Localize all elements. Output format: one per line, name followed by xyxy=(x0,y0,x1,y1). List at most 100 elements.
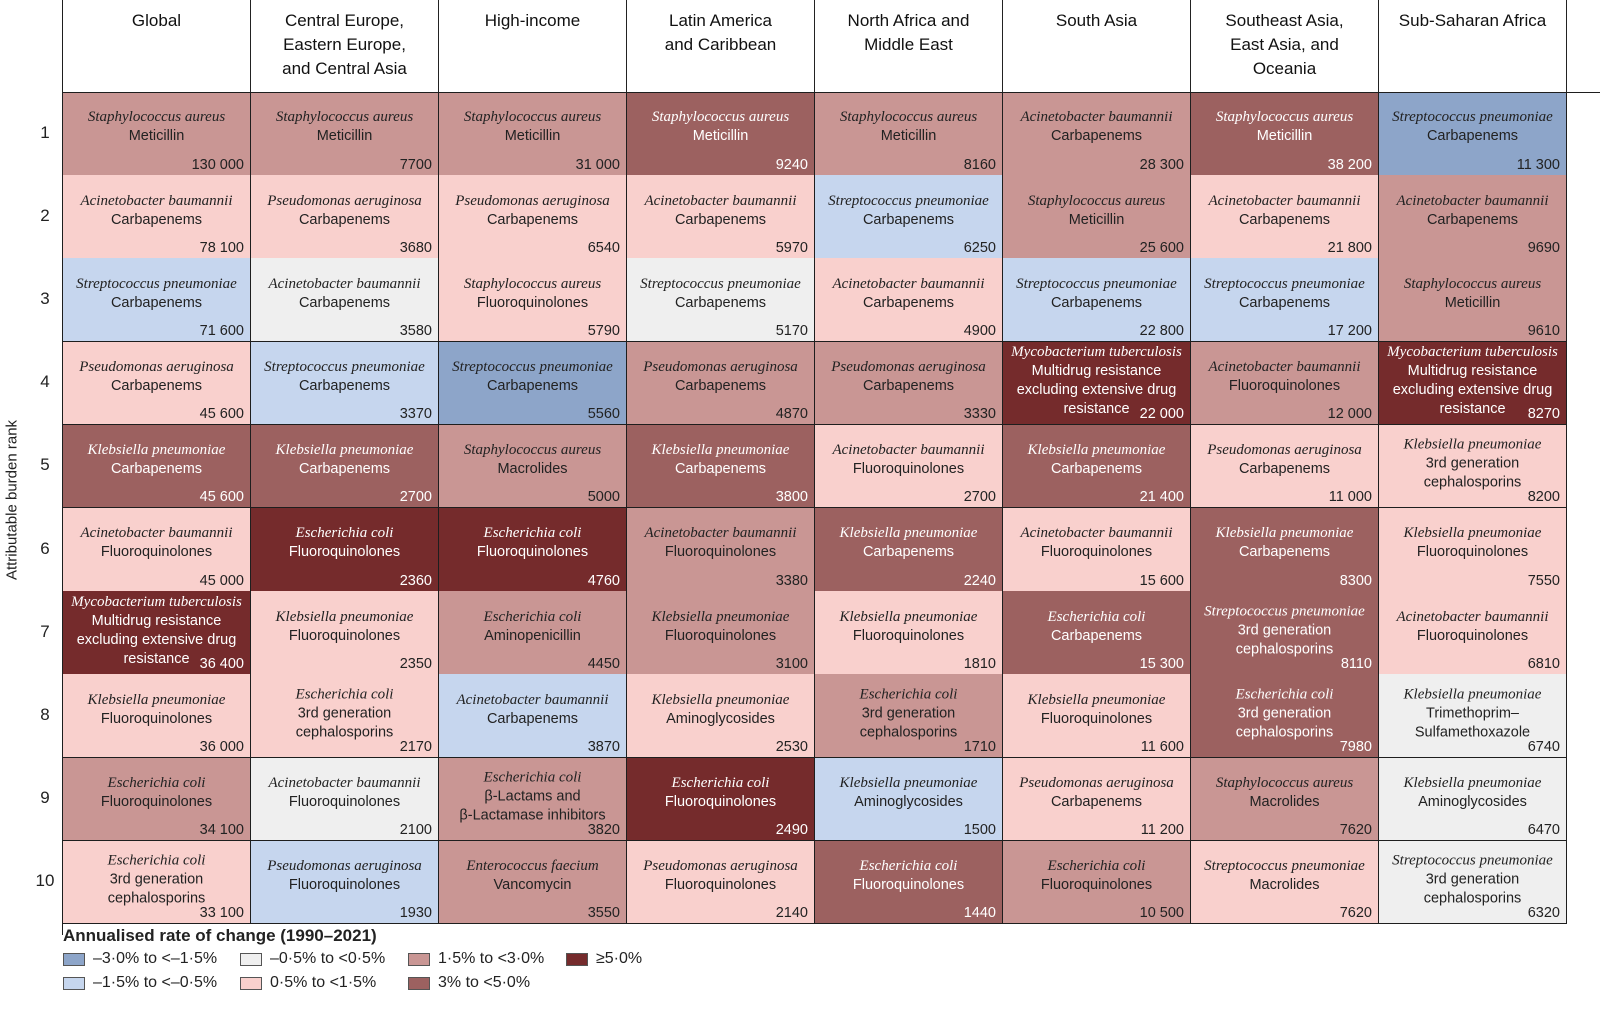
burden-value: 45 000 xyxy=(199,572,244,589)
drug-name: Carbapenems xyxy=(110,377,203,394)
burden-value: 22 800 xyxy=(1139,323,1184,340)
table-cell: Pseudomonas aeruginosa Carbapenems 11 000 xyxy=(1191,424,1379,509)
table-cell: Klebsiella pneumoniae Aminoglycosides 6470 xyxy=(1379,757,1567,842)
drug-name: Fluoroquinolones xyxy=(288,627,401,644)
organism-name: Acinetobacter baumannii xyxy=(80,525,233,542)
organism-name: Staphylococcus aureus xyxy=(463,275,602,292)
burden-value: 4760 xyxy=(587,572,620,589)
organism-name: Pseudomonas aeruginosa xyxy=(643,858,798,875)
table-cell: Escherichia coli Fluoroquinolones 2360 xyxy=(251,508,439,592)
burden-value: 1810 xyxy=(963,655,996,672)
table-cell: Pseudomonas aeruginosa Fluoroquinolones 19… xyxy=(251,840,439,925)
organism-name: Streptococcus pneumoniae xyxy=(1204,858,1365,875)
organism-name: Staphylococcus aureus xyxy=(87,109,226,126)
organism-name: Klebsiella pneumoniae xyxy=(651,691,790,708)
burden-value: 7620 xyxy=(1339,822,1372,839)
drug-name: Meticillin xyxy=(1068,211,1125,228)
organism-name: Acinetobacter baumannii xyxy=(644,525,797,542)
column-header: South Asia xyxy=(1003,0,1191,92)
table-cell: Acinetobacter baumannii Carbapenems 5970 xyxy=(627,175,815,259)
burden-value: 4870 xyxy=(775,406,808,423)
table-cell: Klebsiella pneumoniae Fluoroquinolones 235… xyxy=(251,591,439,675)
drug-name: resistance xyxy=(123,650,190,667)
organism-name: Acinetobacter baumannii xyxy=(1020,525,1173,542)
organism-name: Klebsiella pneumoniae xyxy=(1403,686,1542,703)
drug-name: Meticillin xyxy=(1444,294,1501,311)
table-cell: Streptococcus pneumoniae Carbapenems 22 80… xyxy=(1003,258,1191,343)
organism-name: Escherichia coli xyxy=(483,525,582,542)
drug-name: excluding extensive drug xyxy=(1016,381,1177,398)
table-cell: Staphylococcus aureus Meticillin 8160 xyxy=(815,92,1003,176)
burden-value: 1710 xyxy=(963,739,996,756)
organism-name: Pseudomonas aeruginosa xyxy=(1019,774,1174,791)
burden-value: 6470 xyxy=(1527,822,1560,839)
table-cell: Acinetobacter baumannii Fluoroquinolones 1… xyxy=(1003,508,1191,592)
rank-label: 4 xyxy=(40,372,50,392)
organism-name: Klebsiella pneumoniae xyxy=(651,608,790,625)
organism-name: Escherichia coli xyxy=(1047,608,1146,625)
column-header-line: Southeast Asia, xyxy=(1225,11,1344,30)
drug-name: Fluoroquinolones xyxy=(1040,710,1153,727)
organism-name: Escherichia coli xyxy=(1047,858,1146,875)
drug-name: Aminoglycosides xyxy=(1418,793,1527,810)
burden-value: 11 200 xyxy=(1140,822,1184,839)
table-cell: Staphylococcus aureus Meticillin 31 000 xyxy=(439,92,627,176)
burden-value: 36 000 xyxy=(199,739,244,756)
organism-name: Klebsiella pneumoniae xyxy=(1403,774,1542,791)
organism-name: Acinetobacter baumannii xyxy=(1208,358,1361,375)
burden-value: 7980 xyxy=(1339,739,1372,756)
rank-label: 6 xyxy=(40,538,50,558)
legend-item: 1·5% to <3·0% xyxy=(408,950,544,968)
table-cell: Escherichia coli Fluoroquinolones 10 500 xyxy=(1003,840,1191,925)
drug-name: Carbapenems xyxy=(110,461,203,478)
burden-value: 5560 xyxy=(587,406,620,423)
burden-value: 21 400 xyxy=(1139,489,1184,506)
drug-name: Carbapenems xyxy=(1050,294,1143,311)
organism-name: Streptococcus pneumoniae xyxy=(264,358,425,375)
drug-name: Fluoroquinolones xyxy=(852,877,965,894)
column-header: Latin America and Caribbean xyxy=(627,0,815,92)
drug-name: Carbapenems xyxy=(674,461,767,478)
drug-name: Carbapenems xyxy=(110,211,203,228)
organism-name: Acinetobacter baumannii xyxy=(644,192,797,209)
table-cell: Escherichia coli β-Lactams and β-Lactamase… xyxy=(439,757,627,842)
legend-label: 0·5% to <1·5% xyxy=(270,974,377,991)
table-header-border xyxy=(62,92,1600,93)
organism-name: Escherichia coli xyxy=(483,608,582,625)
drug-name: Carbapenems xyxy=(862,544,955,561)
column-header: Central Europe, Eastern Europe, and Centra… xyxy=(251,0,439,92)
burden-value: 11 300 xyxy=(1516,156,1560,173)
table-cell: Escherichia coli 3rd generation cephalospo… xyxy=(815,674,1003,759)
burden-value: 6320 xyxy=(1527,905,1560,922)
table-cell: Escherichia coli 3rd generation cephalospo… xyxy=(1191,674,1379,759)
organism-name: Staphylococcus aureus xyxy=(1403,275,1542,292)
burden-value: 2140 xyxy=(775,905,808,922)
drug-name: Fluoroquinolones xyxy=(664,793,777,810)
table-cell: Pseudomonas aeruginosa Fluoroquinolones 21… xyxy=(627,840,815,925)
drug-name: Carbapenems xyxy=(298,461,391,478)
organism-name: Acinetobacter baumannii xyxy=(1396,192,1549,209)
drug-name: Carbapenems xyxy=(110,294,203,311)
burden-value: 3580 xyxy=(399,323,432,340)
drug-name: cephalosporins xyxy=(1235,641,1334,658)
rank-label: 7 xyxy=(40,621,50,641)
legend-swatch xyxy=(408,952,430,966)
rank-label: 1 xyxy=(40,122,50,142)
legend-label: 1·5% to <3·0% xyxy=(438,950,545,967)
table-cell: Escherichia coli Fluoroquinolones 2490 xyxy=(627,757,815,842)
table-cell: Streptococcus pneumoniae Carbapenems 5170 xyxy=(627,258,815,343)
drug-name: Fluoroquinolones xyxy=(664,544,777,561)
organism-name: Escherichia coli xyxy=(295,525,394,542)
drug-name: Carbapenems xyxy=(862,211,955,228)
burden-value: 4900 xyxy=(963,323,996,340)
drug-name: 3rd generation xyxy=(297,705,392,722)
table-cell: Staphylococcus aureus Meticillin 130 000 xyxy=(63,92,251,176)
drug-name: Fluoroquinolones xyxy=(852,461,965,478)
organism-name: Streptococcus pneumoniae xyxy=(452,358,613,375)
column-header-line: North Africa and xyxy=(847,11,970,30)
organism-name: Staphylococcus aureus xyxy=(1027,192,1166,209)
drug-name: Aminoglycosides xyxy=(854,793,963,810)
burden-value: 4450 xyxy=(587,655,620,672)
legend-swatch xyxy=(566,952,588,966)
table-cell: Escherichia coli Aminopenicillin 4450 xyxy=(439,591,627,675)
